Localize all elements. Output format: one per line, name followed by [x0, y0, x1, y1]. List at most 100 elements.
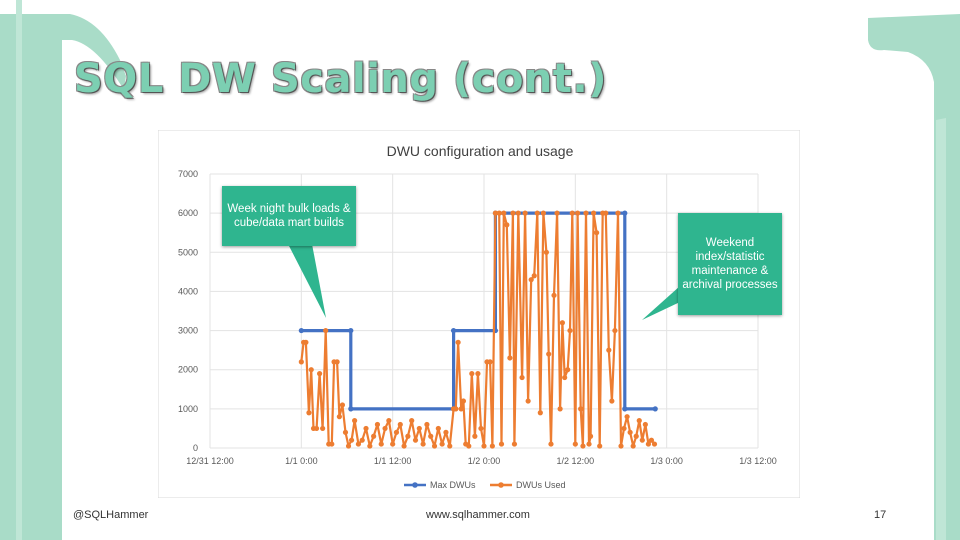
data-point — [348, 406, 354, 412]
x-tick-label: 1/2 0:00 — [468, 456, 501, 466]
data-point — [591, 210, 597, 216]
left-bracket-decoration — [0, 0, 126, 540]
data-point — [621, 425, 627, 432]
y-tick-label: 4000 — [178, 286, 198, 296]
data-point — [569, 210, 575, 216]
legend-marker — [498, 482, 504, 488]
data-point — [378, 441, 384, 447]
data-point — [594, 230, 600, 236]
data-point — [306, 410, 312, 416]
data-point — [510, 210, 516, 216]
callout-week-night-text: Week night bulk loads & cube/data mart b… — [227, 203, 351, 229]
data-point — [525, 398, 531, 404]
data-point — [531, 273, 537, 279]
y-tick-label: 5000 — [178, 247, 198, 257]
data-point — [507, 355, 513, 361]
y-tick-label: 1000 — [178, 404, 198, 414]
data-point — [496, 210, 502, 216]
data-point — [648, 437, 655, 443]
x-tick-label: 1/3 0:00 — [650, 456, 683, 466]
data-point — [447, 443, 453, 449]
data-point — [475, 371, 481, 377]
data-point — [298, 327, 304, 334]
data-point — [320, 425, 326, 432]
data-point — [460, 398, 467, 404]
data-point — [317, 371, 323, 377]
data-point — [567, 327, 573, 334]
data-point — [580, 443, 586, 449]
data-point — [537, 410, 543, 416]
data-point — [431, 443, 438, 449]
legend-marker — [412, 482, 418, 488]
data-point — [587, 433, 594, 439]
data-point — [323, 327, 329, 334]
data-point — [334, 359, 340, 365]
slide-title: SQL DW Scaling (cont.) — [74, 56, 607, 102]
data-point — [504, 222, 510, 228]
data-point — [428, 433, 434, 439]
data-point — [543, 249, 550, 255]
data-point — [336, 414, 342, 420]
data-point — [393, 429, 400, 435]
data-point — [355, 441, 362, 447]
data-point — [624, 414, 630, 420]
data-point — [435, 425, 441, 432]
data-point — [390, 441, 396, 447]
data-point — [397, 421, 403, 428]
data-point — [636, 418, 642, 424]
data-point — [639, 437, 645, 443]
data-point — [615, 210, 621, 216]
data-point — [489, 443, 495, 449]
data-point — [548, 441, 554, 447]
legend-label: Max DWUs — [430, 480, 476, 490]
legend-label: DWUs Used — [516, 480, 566, 490]
data-point — [546, 351, 552, 357]
data-point — [386, 418, 392, 424]
data-point — [630, 443, 636, 449]
data-point — [339, 402, 346, 408]
data-point — [342, 429, 349, 435]
data-point — [298, 359, 304, 365]
data-point — [412, 437, 419, 443]
y-axis-ticks: 0 1000 2000 3000 4000 5000 6000 7000 — [178, 169, 198, 453]
data-point — [303, 339, 309, 345]
data-point — [308, 367, 314, 373]
footer-website: www.sqlhammer.com — [426, 509, 530, 521]
data-point — [424, 421, 430, 428]
chart-title: DWU configuration and usage — [387, 143, 574, 159]
data-point — [345, 443, 352, 449]
data-point — [559, 320, 565, 326]
data-point — [478, 425, 484, 432]
data-point — [455, 339, 461, 345]
data-point — [405, 433, 411, 439]
data-point — [498, 441, 505, 447]
data-point — [359, 437, 365, 443]
data-point — [352, 418, 358, 424]
data-point — [511, 441, 518, 447]
data-point — [450, 327, 457, 334]
data-point — [466, 443, 472, 449]
data-point — [420, 441, 426, 447]
y-tick-label: 7000 — [178, 169, 198, 179]
data-point — [439, 441, 445, 447]
series-line — [301, 211, 656, 411]
footer-handle: @SQLHammer — [73, 509, 149, 521]
page-number: 17 — [874, 509, 887, 521]
y-tick-label: 3000 — [178, 326, 198, 336]
data-point — [562, 374, 568, 381]
data-point — [554, 210, 560, 216]
data-point — [522, 210, 528, 216]
data-point — [371, 433, 377, 439]
x-axis-ticks: 12/31 12:00 1/1 0:00 1/1 12:00 1/2 0:00 1/2 … — [186, 456, 777, 466]
data-point — [575, 210, 581, 216]
data-point — [458, 406, 464, 412]
x-tick-label: 1/1 12:00 — [374, 456, 412, 466]
data-point — [652, 406, 658, 412]
data-point — [363, 425, 369, 432]
x-tick-label: 12/31 12:00 — [186, 456, 234, 466]
callout-week-night: Week night bulk loads & cube/data mart b… — [222, 186, 356, 246]
data-point — [557, 406, 563, 412]
data-point — [443, 429, 449, 435]
data-point — [583, 210, 589, 216]
data-point — [481, 443, 487, 449]
